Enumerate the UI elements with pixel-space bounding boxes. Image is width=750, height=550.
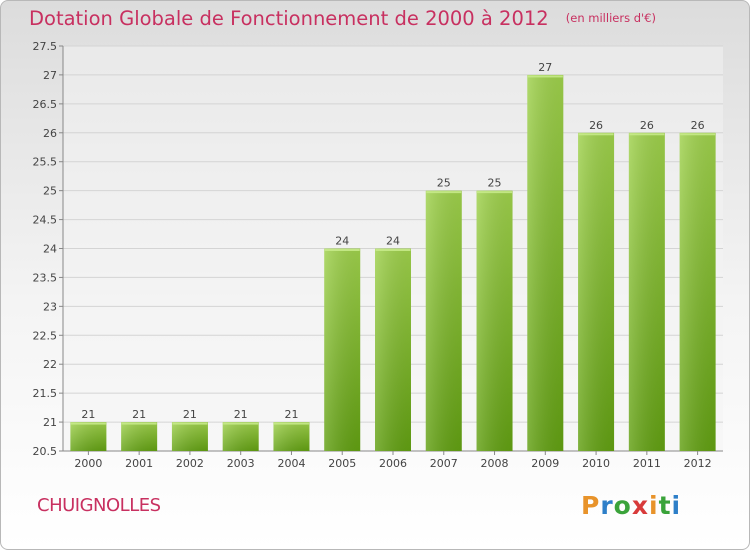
chart-title: Dotation Globale de Fonctionnement de 20… (29, 7, 549, 30)
x-tick-label: 2004 (277, 457, 305, 470)
bar-top-highlight (680, 133, 716, 136)
bar-top-highlight (527, 75, 563, 78)
bar-2000 (70, 422, 107, 451)
bar-top-highlight (578, 133, 614, 136)
y-tick-label: 23.5 (33, 271, 58, 284)
x-tick-label: 2005 (328, 457, 356, 470)
logo-letter: i (671, 491, 682, 520)
bar-2010 (578, 132, 615, 452)
logo-letter: o (613, 491, 632, 520)
data-label: 24 (386, 235, 400, 248)
x-tick-label: 2000 (74, 457, 102, 470)
bar-top-highlight (223, 422, 259, 425)
data-label: 26 (691, 119, 705, 132)
logo-letter: i (649, 491, 659, 520)
bar-shade (273, 422, 310, 451)
bars (70, 74, 716, 452)
bar-2003 (222, 422, 259, 451)
bar-2001 (121, 422, 158, 451)
data-label: 25 (437, 177, 451, 190)
data-label: 21 (183, 408, 197, 421)
bar-2005 (324, 248, 361, 451)
bar-2009 (527, 74, 564, 451)
y-tick-label: 27.5 (33, 40, 58, 53)
bar-top-highlight (70, 422, 106, 425)
x-tick-label: 2003 (227, 457, 255, 470)
y-tick-label: 26 (43, 127, 57, 140)
x-tick-label: 2012 (684, 457, 712, 470)
y-tick-label: 22 (43, 358, 57, 371)
bar-shade (476, 190, 513, 451)
bar-2008 (476, 190, 513, 451)
logo-letter: t (658, 491, 672, 520)
bar-shade (425, 190, 462, 451)
bar-shade (121, 422, 158, 451)
y-tick-label: 24.5 (33, 214, 58, 227)
y-tick-label: 27 (43, 69, 57, 82)
bar-shade (375, 248, 411, 451)
y-tick-label: 21.5 (33, 387, 58, 400)
bar-top-highlight (121, 422, 157, 425)
logo-letter: x (631, 491, 649, 520)
bar-top-highlight (172, 422, 208, 425)
proxiti-logo: Proxiti (581, 491, 681, 520)
chart-title-block: Dotation Globale de Fonctionnement de 20… (29, 7, 656, 30)
bar-shade (578, 132, 615, 452)
bar-shade (628, 132, 665, 452)
y-tick-labels: 20.5 21 21.5 22 22.5 23 23.5 24 24.5 25 25.5 26 26.5… (33, 40, 58, 458)
bar-shade (324, 248, 361, 451)
commune-name: CHUIGNOLLES (37, 495, 161, 516)
bar-2012 (679, 132, 716, 452)
x-tick-label: 2009 (531, 457, 559, 470)
bar-2004 (273, 422, 310, 451)
x-tick-label: 2008 (481, 457, 509, 470)
y-tick-label: 21 (43, 416, 57, 429)
data-label: 21 (234, 408, 248, 421)
y-tick-label: 25.5 (33, 156, 58, 169)
y-tick-label: 22.5 (33, 329, 58, 342)
bar-top-highlight (629, 133, 665, 136)
bar-2002 (171, 422, 208, 451)
bar-2007 (425, 190, 462, 451)
bar-top-highlight (273, 422, 309, 425)
x-tick-labels: 2000 2001 2002 2003 2004 2005 2006 2007 2008 2009… (74, 457, 711, 470)
bar-2011 (628, 132, 665, 452)
data-label: 27 (538, 61, 552, 74)
data-labels: 21 21 21 21 21 24 24 25 25 27 26 26 26 (81, 61, 704, 421)
x-tick-label: 2011 (633, 457, 661, 470)
data-label: 26 (589, 119, 603, 132)
y-tick-label: 23 (43, 300, 57, 313)
bar-shade (70, 422, 107, 451)
y-tick-label: 24 (43, 243, 57, 256)
bar-shade (222, 422, 259, 451)
bar-top-highlight (477, 191, 513, 194)
x-tick-label: 2006 (379, 457, 407, 470)
bar-shade (171, 422, 208, 451)
bar-shade (679, 132, 716, 452)
x-tick-label: 2010 (582, 457, 610, 470)
logo-letter: r (600, 491, 614, 520)
bar-top-highlight (426, 191, 462, 194)
data-label: 24 (335, 235, 349, 248)
x-tick-label: 2007 (430, 457, 458, 470)
data-label: 21 (284, 408, 298, 421)
y-tick-label: 25 (43, 185, 57, 198)
data-label: 25 (488, 177, 502, 190)
bar-top-highlight (375, 249, 411, 251)
data-label: 26 (640, 119, 654, 132)
logo-letter: P (581, 491, 601, 520)
y-tick-label: 26.5 (33, 98, 58, 111)
data-label: 21 (81, 408, 95, 421)
bar-2006 (375, 248, 411, 451)
x-tick-label: 2002 (176, 457, 204, 470)
chart-subtitle: (en milliers d'€) (565, 11, 656, 25)
bar-top-highlight (324, 249, 360, 251)
data-label: 21 (132, 408, 146, 421)
bar-shade (527, 74, 564, 451)
y-tick-label: 20.5 (33, 445, 58, 458)
x-tick-label: 2001 (125, 457, 153, 470)
